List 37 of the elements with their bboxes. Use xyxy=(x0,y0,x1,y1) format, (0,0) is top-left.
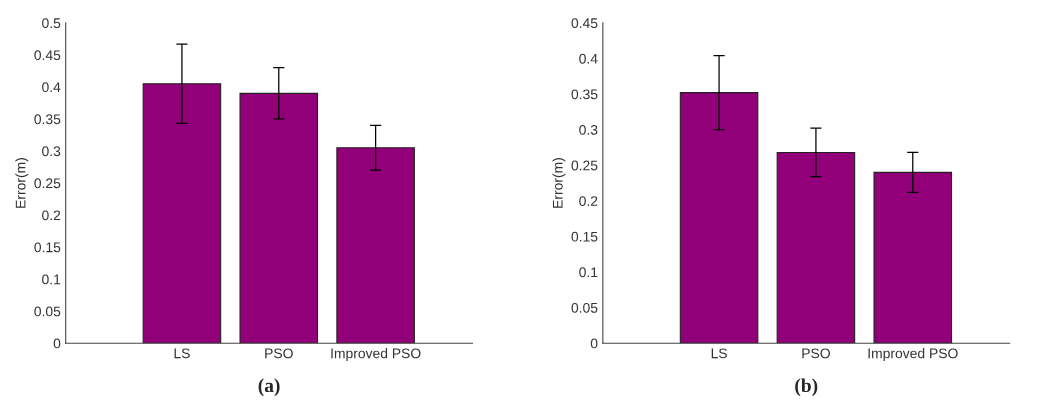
bar xyxy=(679,92,759,344)
bar xyxy=(873,171,953,344)
y-tick-label: 0.35 xyxy=(34,114,61,125)
y-tick-label: 0.45 xyxy=(571,18,598,29)
x-tick-label: PSO xyxy=(265,348,293,359)
y-tick-label: 0.45 xyxy=(34,50,61,61)
y-tick-label: 0.35 xyxy=(571,89,598,100)
y-tick-label: 0.3 xyxy=(579,124,598,135)
x-tick-label: LS xyxy=(174,348,190,359)
y-tick-label: 0.05 xyxy=(571,302,598,313)
y-axis-title: Error(m) xyxy=(552,158,566,208)
text: (a) xyxy=(258,378,280,397)
bar xyxy=(776,151,856,344)
y-tick-label: 0 xyxy=(590,338,598,349)
y-tick-label: 0.25 xyxy=(571,160,598,171)
y-tick-label: 0.25 xyxy=(34,178,61,189)
x-tick-label: Improved PSO xyxy=(331,348,421,362)
x-tick-label: LS xyxy=(711,348,727,359)
y-tick-label: 0 xyxy=(53,338,61,349)
bar xyxy=(336,147,415,344)
bar xyxy=(239,92,319,344)
y-tick-label: 0.4 xyxy=(579,53,598,64)
y-tick-label: 0.15 xyxy=(34,242,61,253)
y-tick-label: 0.05 xyxy=(34,306,61,317)
y-axis-title: Error(m) xyxy=(15,158,29,208)
y-tick-label: 0.3 xyxy=(42,146,61,157)
y-tick-label: 0.4 xyxy=(42,82,61,93)
y-tick-label: 0.2 xyxy=(579,196,598,206)
y-tick-label: 0.15 xyxy=(571,231,598,242)
bar xyxy=(142,83,222,344)
y-tick-label: 0.1 xyxy=(42,274,61,285)
text: (b) xyxy=(795,378,818,397)
y-tick-label: 0.2 xyxy=(42,210,61,221)
x-tick-label: Improved PSO xyxy=(868,348,958,362)
y-tick-label: 0.1 xyxy=(579,267,598,278)
y-tick-label: 0.5 xyxy=(42,18,61,29)
x-tick-label: PSO xyxy=(802,348,830,359)
